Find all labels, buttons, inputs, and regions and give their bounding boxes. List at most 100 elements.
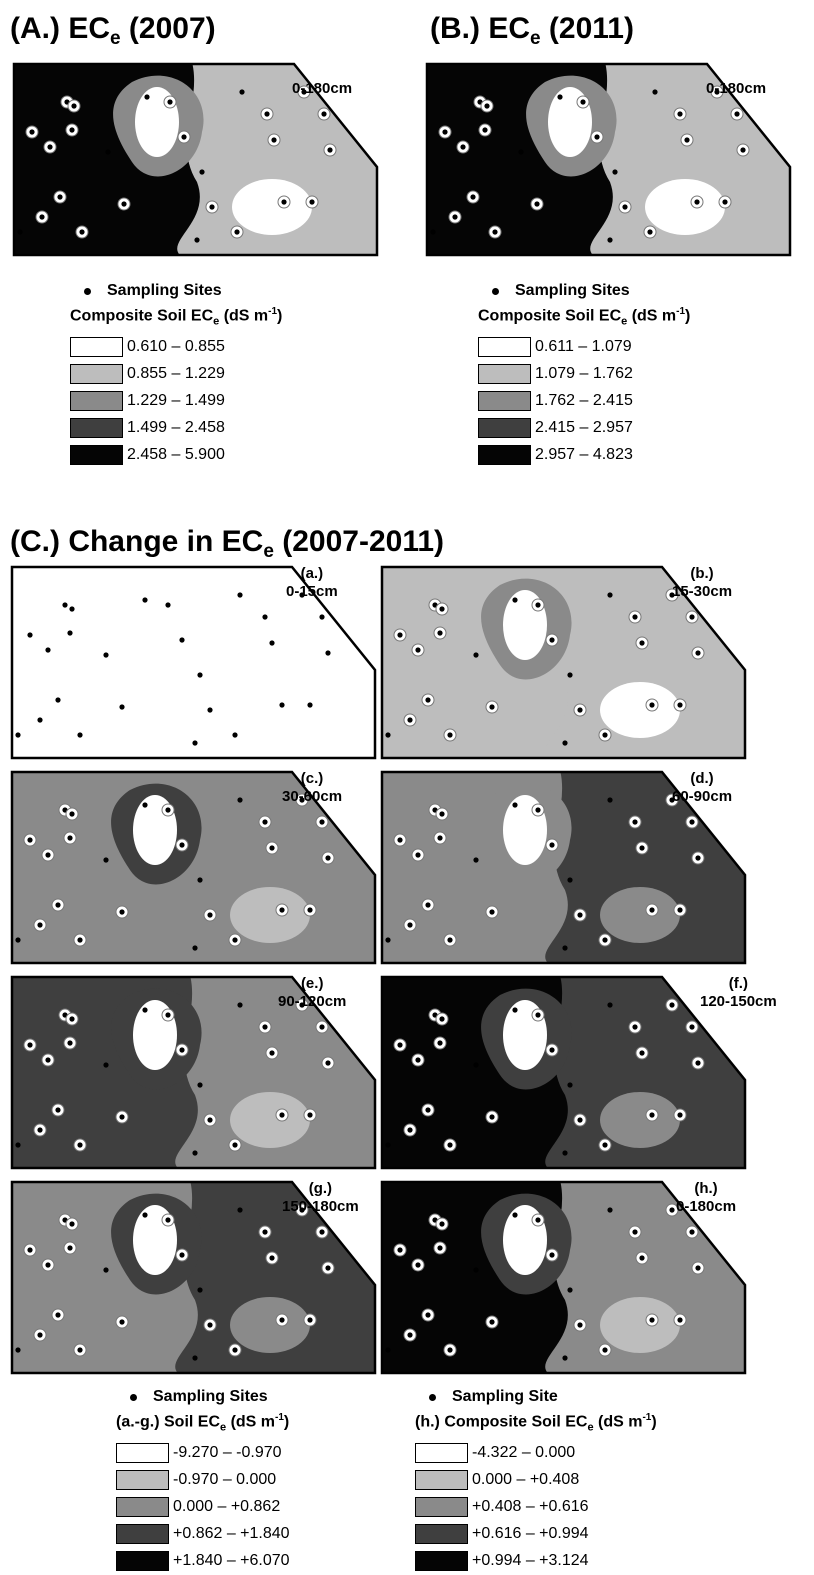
sampling-site-dot-icon xyxy=(71,103,77,109)
sampling-site-dot-icon xyxy=(269,845,275,851)
sampling-site-dot-icon xyxy=(622,204,628,210)
sampling-site-dot-icon xyxy=(271,137,277,143)
legend-swatch xyxy=(116,1470,169,1491)
sampling-site-dot-icon xyxy=(207,1117,213,1123)
sampling-site-dot-icon xyxy=(262,819,268,825)
legend-class-row: +0.994 – +3.124 xyxy=(415,1548,657,1575)
sampling-site-dot-icon xyxy=(473,857,479,863)
map-contour-patch xyxy=(232,179,312,235)
legend-range-label: 2.415 – 2.957 xyxy=(535,419,633,437)
sampling-site-dot-icon xyxy=(269,1255,275,1261)
sampling-site-dot-icon xyxy=(179,637,185,643)
sampling-site-dot-icon xyxy=(677,111,683,117)
legend-swatch xyxy=(415,1524,468,1545)
sampling-site-dot-icon xyxy=(429,1393,436,1401)
sampling-site-dot-icon xyxy=(192,1150,198,1156)
legend-class-row: -0.970 – 0.000 xyxy=(116,1467,290,1494)
sampling-site-dot-icon xyxy=(319,614,325,620)
map-label-b: (b.) 15-30cm xyxy=(672,565,733,600)
legend-range-label: 0.611 – 1.079 xyxy=(535,338,632,356)
legend-swatch xyxy=(116,1524,169,1545)
sampling-site-dot-icon xyxy=(473,1267,479,1273)
sampling-site-dot-icon xyxy=(281,199,287,205)
sampling-site-dot-icon xyxy=(307,1317,313,1323)
sampling-site-dot-icon xyxy=(321,111,327,117)
sampling-site-dot-icon xyxy=(415,1057,421,1063)
sampling-site-dot-icon xyxy=(69,811,75,817)
sampling-site-dot-icon xyxy=(15,732,21,738)
map-field-boundary xyxy=(10,1180,377,1375)
legend-class-row: 2.957 – 4.823 xyxy=(478,442,690,469)
sampling-site-dot-icon xyxy=(307,907,313,913)
map-label-f: (f.) 120-150cm xyxy=(700,975,777,1010)
sampling-site-dot-icon xyxy=(518,149,524,155)
sampling-site-dot-icon xyxy=(484,103,490,109)
sampling-site-dot-icon xyxy=(325,1265,331,1271)
map-field-boundary xyxy=(12,62,379,257)
sampling-site-dot-icon xyxy=(299,1002,305,1008)
sampling-site-dot-icon xyxy=(130,1393,137,1401)
sampling-site-dot-icon xyxy=(447,1347,453,1353)
map-label-A: 0-180cm xyxy=(292,80,353,97)
map-field-boundary xyxy=(380,975,747,1170)
legend-swatch xyxy=(415,1497,468,1518)
sampling-site-dot-icon xyxy=(397,1247,403,1253)
sampling-site-dot-icon xyxy=(437,1040,443,1046)
sampling-site-dot-icon xyxy=(207,707,213,713)
sampling-site-dot-icon xyxy=(430,229,436,235)
legend-range-label: 0.000 – +0.408 xyxy=(472,1471,580,1489)
legend-class-row: -4.322 – 0.000 xyxy=(415,1440,657,1467)
sampling-site-dot-icon xyxy=(694,199,700,205)
sampling-site-dot-icon xyxy=(512,1007,518,1013)
map-panel-a xyxy=(10,565,380,760)
sampling-site-dot-icon xyxy=(69,1221,75,1227)
sampling-site-dot-icon xyxy=(237,1002,243,1008)
sampling-site-dot-icon xyxy=(17,229,23,235)
legend-class-row: 1.499 – 2.458 xyxy=(70,415,282,442)
sampling-site-dot-icon xyxy=(15,937,21,943)
sampling-site-dot-icon xyxy=(144,94,150,100)
sampling-site-dot-icon xyxy=(415,647,421,653)
sampling-site-dot-icon xyxy=(562,1150,568,1156)
sampling-site-dot-icon xyxy=(677,1112,683,1118)
legend-title: (a.-g.) Soil ECe (dS m-1) xyxy=(116,1412,290,1434)
map-contour-patch xyxy=(600,887,680,943)
sampling-site-dot-icon xyxy=(639,640,645,646)
sampling-site-dot-icon xyxy=(407,922,413,928)
sampling-site-dot-icon xyxy=(577,1117,583,1123)
sampling-site-dot-icon xyxy=(649,1112,655,1118)
sampling-site-dot-icon xyxy=(55,902,61,908)
sampling-site-dot-icon xyxy=(119,909,125,915)
legend-swatch xyxy=(478,445,531,466)
sampling-site-dot-icon xyxy=(385,937,391,943)
sampling-site-dot-icon xyxy=(534,201,540,207)
sampling-site-dot-icon xyxy=(669,797,675,803)
map-label-c: (c.) 30-60cm xyxy=(282,770,343,805)
sampling-site-dot-icon xyxy=(562,945,568,951)
legend-range-label: -0.970 – 0.000 xyxy=(173,1471,277,1489)
sampling-site-dot-icon xyxy=(557,94,563,100)
sampling-site-dot-icon xyxy=(385,1142,391,1148)
sampling-site-dot-icon xyxy=(142,1007,148,1013)
map-field-boundary xyxy=(10,975,377,1170)
sampling-site-dot-icon xyxy=(237,1207,243,1213)
sampling-site-dot-icon xyxy=(181,134,187,140)
sampling-site-dot-icon xyxy=(669,592,675,598)
legend-range-label: 1.079 – 1.762 xyxy=(535,365,633,383)
sampling-site-dot-icon xyxy=(447,937,453,943)
map-field-boundary xyxy=(380,1180,747,1375)
sampling-site-dot-icon xyxy=(447,732,453,738)
sampling-site-dot-icon xyxy=(549,842,555,848)
legend-sampling-site-entry: Sampling Sites xyxy=(130,1388,290,1406)
sampling-site-dot-icon xyxy=(535,602,541,608)
sampling-site-dot-icon xyxy=(62,602,68,608)
sampling-site-dot-icon xyxy=(385,732,391,738)
map-label-d: (d.) 60-90cm xyxy=(672,770,733,805)
sampling-site-dot-icon xyxy=(677,702,683,708)
legend-class-row: 0.855 – 1.229 xyxy=(70,361,282,388)
sampling-site-dot-icon xyxy=(407,717,413,723)
map-panel-A xyxy=(12,62,382,257)
sampling-site-dot-icon xyxy=(262,1024,268,1030)
map-field-boundary xyxy=(425,62,792,257)
sampling-site-dot-icon xyxy=(684,137,690,143)
